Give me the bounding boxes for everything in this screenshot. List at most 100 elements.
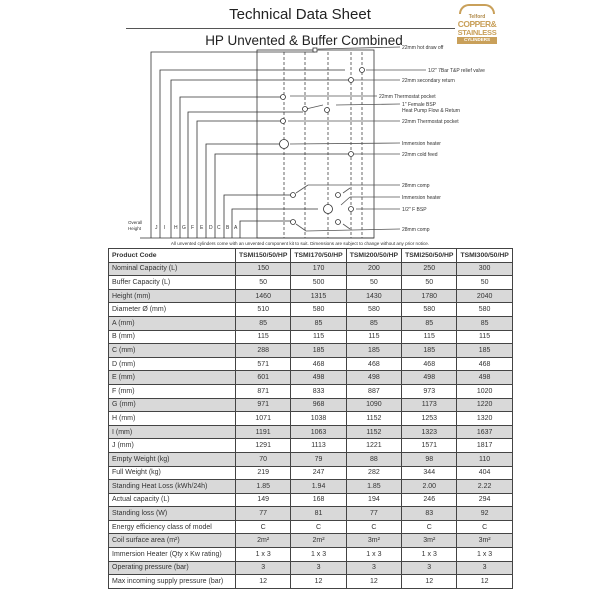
diagram-label: Immersion heater [402,195,441,201]
connection-icons [279,47,365,225]
table-cell: 50 [234,275,292,290]
table-cell: 1571 [401,438,458,453]
table-cell: 3 [290,560,347,576]
table-cell: 1221 [345,438,403,453]
column-header: TSMI170/50/HP [290,248,347,263]
logo-text: STAINLESS [457,27,497,37]
table-cell: 77 [345,506,403,521]
table-row: Operating pressure (bar) 3 3 3 3 3 [108,560,513,576]
table-cell: 85 [456,315,513,331]
table-cell: 185 [456,343,513,358]
title-rule [126,28,476,29]
row-label: H (mm) [108,411,236,426]
row-label: C (mm) [108,343,236,358]
table-row: I (mm) 1191 1063 1152 1323 1637 [108,424,513,440]
diagram-label: Heat Pump Flow & Return [402,108,460,114]
table-cell: C [234,519,292,535]
table-cell: 88 [345,451,403,467]
row-label: B (mm) [108,329,236,345]
table-row: Full Weight (kg) 219 247 282 344 404 [108,465,513,481]
dimension-letter: A [234,225,238,231]
row-label: F (mm) [108,383,236,399]
table-row: E (mm) 601 498 498 498 498 [108,370,513,385]
table-cell: 1.85 [234,479,292,494]
table-cell: C [401,519,458,535]
table-row: G (mm) 971 968 1090 1173 1220 [108,397,513,413]
table-cell: 1113 [290,438,347,453]
page-title: Technical Data Sheet [229,6,371,23]
table-cell: 110 [456,451,513,467]
table-cell: 79 [290,451,347,467]
table-cell: 12 [345,574,403,589]
table-cell: 1173 [401,397,458,413]
table-cell: 3 [345,560,403,576]
row-label: E (mm) [108,370,236,385]
table-cell: 968 [290,397,347,413]
table-cell: 2.00 [401,479,458,494]
table-cell: 1253 [401,411,458,426]
row-label: Energy efficiency class of model [108,519,236,535]
table-cell: 468 [456,356,513,372]
table-cell: 246 [401,492,458,508]
page-subtitle: HP Unvented & Buffer Combined [205,33,403,48]
table-cell: 1220 [456,397,513,413]
dimension-letter: F [191,225,194,231]
table-cell: 170 [290,261,347,277]
table-cell: 498 [456,370,513,385]
table-cell: 1323 [401,424,458,440]
table-cell: 115 [401,329,458,345]
table-row: Coil surface area (m²) 2m² 2m² 3m² 3m² 3m² [108,533,513,549]
dimension-letter: H [174,225,178,231]
table-cell: 1 x 3 [345,547,403,562]
table-cell: 1090 [345,397,403,413]
table-row: Energy efficiency class of model C C C C C [108,519,513,535]
table-cell: 1 x 3 [290,547,347,562]
table-row: B (mm) 115 115 115 115 115 [108,329,513,345]
overall-height-label: Height [128,226,142,231]
dimension-letter: D [209,225,213,231]
table-cell: 510 [234,302,292,317]
dimension-letter: I [164,225,165,231]
table-cell: 3m² [401,533,458,549]
table-cell: 498 [345,370,403,385]
logo-text: CYLINDERS [457,37,497,44]
dimension-letter: E [200,225,204,231]
table-cell: 12 [234,574,292,589]
row-label: Standing loss (W) [108,506,236,521]
row-label: J (mm) [108,438,236,453]
diagram-label: 22mm hot draw off [402,45,444,51]
table-cell: 92 [456,506,513,521]
column-header-product-code: Product Code [108,248,236,263]
diagram-label: 22mm Thermostat pocket [379,94,436,100]
diagram-label: 28mm comp [402,183,430,189]
column-header: TSMI300/50/HP [456,248,513,263]
table-cell: 194 [345,492,403,508]
table-cell: 1817 [456,438,513,453]
dimension-letter: B [226,225,230,231]
table-cell: 404 [456,465,513,481]
table-cell: 288 [234,343,292,358]
table-cell: 77 [234,506,292,521]
logo-arch-icon [459,4,495,14]
table-cell: 83 [401,506,458,521]
table-cell: 185 [401,343,458,358]
table-cell: 98 [401,451,458,467]
table-cell: 185 [290,343,347,358]
diagram-label: 28mm comp [402,227,430,233]
table-cell: 300 [456,261,513,277]
table-cell: 1020 [456,383,513,399]
table-cell: 1152 [345,411,403,426]
table-row: A (mm) 85 85 85 85 85 [108,315,513,331]
table-row: F (mm) 871 833 887 973 1020 [108,383,513,399]
table-cell: 1460 [234,288,292,304]
table-cell: 1320 [456,411,513,426]
diagram-label: 1/2" F BSP [402,207,427,213]
column-header: TSMI150/50/HP [234,248,292,263]
table-header-row: Product Code TSMI150/50/HP TSMI170/50/HP TS… [108,248,513,263]
row-label: Nominal Capacity (L) [108,261,236,277]
table-row: Nominal Capacity (L) 150 170 200 250 300 [108,261,513,277]
row-label: Operating pressure (bar) [108,560,236,576]
diagram-label: 22mm secondary return [402,78,455,84]
